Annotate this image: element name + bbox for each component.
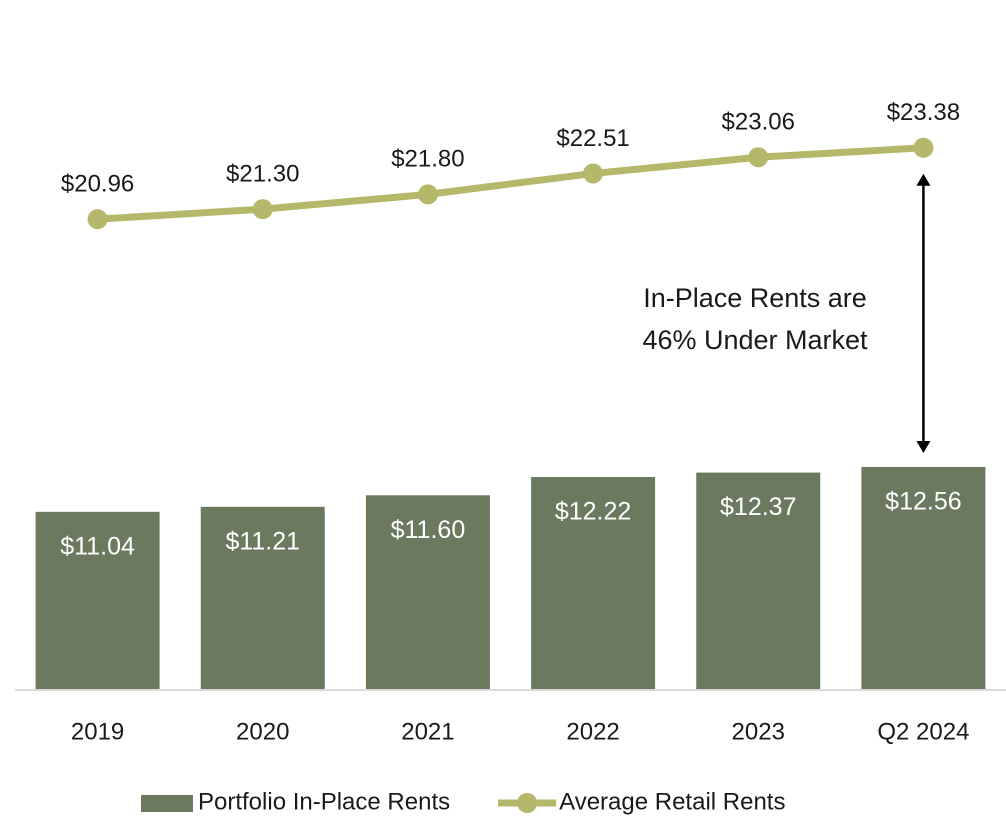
legend-swatch xyxy=(141,795,193,812)
bar xyxy=(365,495,490,690)
arrow-head xyxy=(916,173,931,186)
line-label: $20.96 xyxy=(61,171,134,198)
annotation-line: 46% Under Market xyxy=(642,325,868,355)
bar-label: $12.37 xyxy=(720,493,796,521)
x-tick-label: 2019 xyxy=(71,718,124,745)
bar xyxy=(200,506,325,690)
bar xyxy=(861,466,986,690)
line-point xyxy=(252,199,273,220)
line-point xyxy=(583,163,604,184)
bar xyxy=(531,477,656,690)
line-label: $22.51 xyxy=(556,125,629,152)
x-tick-label: 2022 xyxy=(566,718,619,745)
bar-label: $11.21 xyxy=(225,527,300,555)
legend-label: Average Retail Rents xyxy=(559,788,785,815)
annotation-line: In-Place Rents are xyxy=(643,283,867,313)
bar xyxy=(35,511,160,690)
line-point xyxy=(87,209,108,230)
arrow-head xyxy=(916,440,931,453)
legend-swatch xyxy=(517,793,538,813)
x-tick-label: 2021 xyxy=(401,718,454,745)
legend-label: Portfolio In-Place Rents xyxy=(198,788,450,815)
line-label: $21.30 xyxy=(226,160,299,187)
line-label: $21.80 xyxy=(391,146,464,173)
line-point xyxy=(417,184,438,205)
bar-label: $11.04 xyxy=(60,532,135,560)
bar xyxy=(696,472,821,690)
x-tick-label: 2023 xyxy=(732,718,785,745)
bar-label: $12.22 xyxy=(555,498,631,526)
line-point xyxy=(913,137,934,158)
line xyxy=(97,144,924,223)
x-tick-label: 2020 xyxy=(236,718,289,745)
bar-label: $12.56 xyxy=(885,488,961,516)
line-point xyxy=(748,147,769,168)
line-label: $23.38 xyxy=(887,99,960,126)
x-tick-label: Q2 2024 xyxy=(877,718,969,745)
line-label: $23.06 xyxy=(722,109,795,136)
bar-label: $11.60 xyxy=(391,516,466,544)
